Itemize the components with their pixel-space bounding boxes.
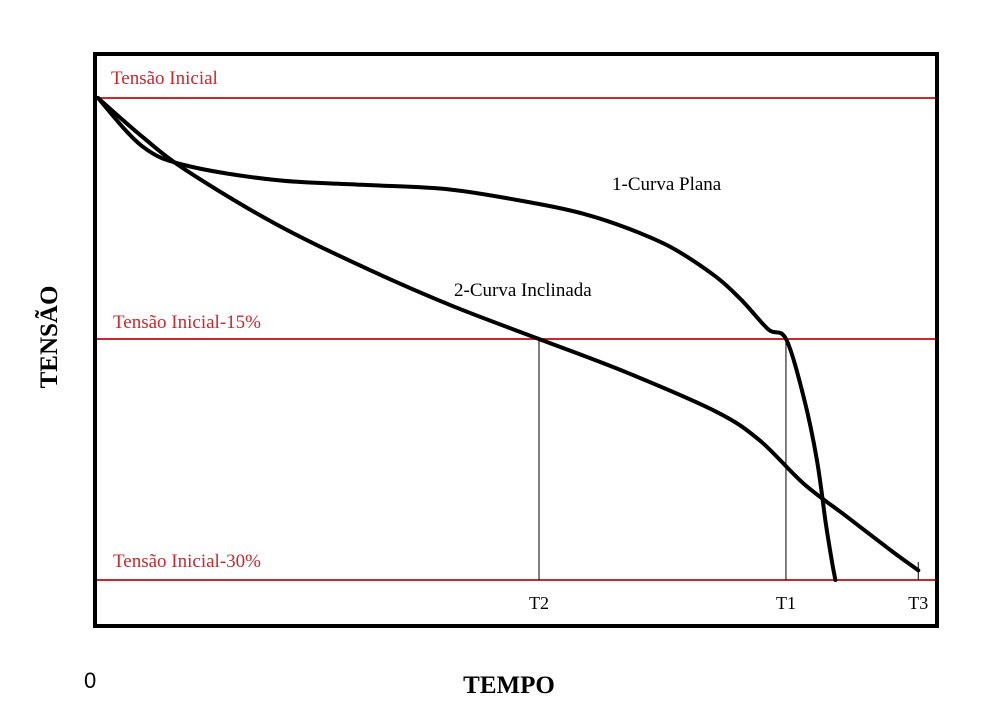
plot-frame <box>93 52 939 628</box>
origin-label: 0 <box>84 668 96 693</box>
reference-label-2: Tensão Inicial-15% <box>113 312 261 333</box>
series-line-2 <box>96 96 921 573</box>
reference-label-1: Tensão Inicial <box>111 68 218 89</box>
marker-label-t3: T3 <box>908 593 928 613</box>
x-axis-title: TEMPO <box>463 672 555 699</box>
series-line-1 <box>96 96 838 582</box>
series-label-1: 1-Curva Plana <box>612 174 722 195</box>
y-axis-title: TENSÃO <box>35 286 63 389</box>
series-label-2: 2-Curva Inclinada <box>454 280 592 301</box>
reference-label-3: Tensão Inicial-30% <box>113 551 261 572</box>
marker-label-t1: T1 <box>776 593 796 613</box>
marker-label-t2: T2 <box>529 593 549 613</box>
